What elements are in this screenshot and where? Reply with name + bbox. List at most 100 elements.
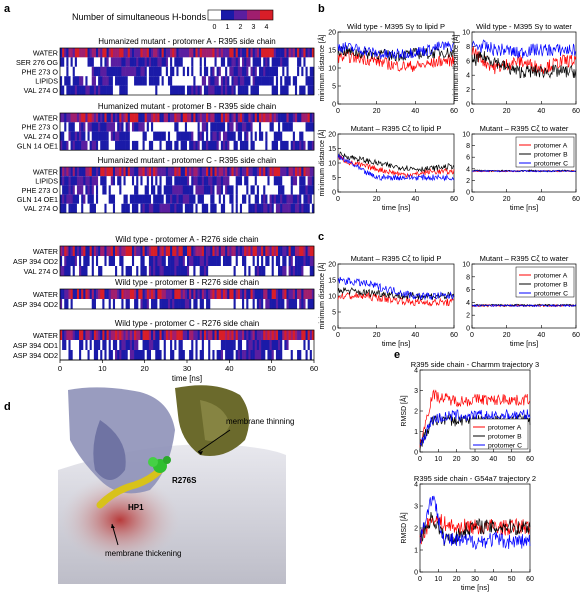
heatmap-cell	[165, 122, 169, 132]
heatmap-cell	[191, 85, 194, 95]
heatmap-cell	[206, 85, 209, 95]
heatmap-cell	[142, 176, 145, 186]
heatmap-cell	[212, 57, 215, 67]
heatmap-cell	[172, 185, 175, 195]
heatmap-cell	[125, 194, 129, 204]
y-tick-label: 0	[466, 326, 470, 333]
heatmap-cell	[263, 113, 266, 123]
heatmap-cell	[191, 122, 194, 132]
heatmap-cell	[159, 194, 162, 204]
heatmap-cell	[72, 289, 76, 299]
heatmap-cell	[106, 194, 109, 204]
heatmap-cell	[282, 131, 285, 141]
heatmap-cell	[64, 194, 67, 204]
heatmap-cell	[121, 131, 124, 141]
heatmap-cell	[70, 122, 73, 132]
heatmap-cell	[79, 246, 82, 256]
heatmap-cell	[153, 66, 156, 77]
heatmap-cell	[216, 350, 220, 360]
heatmap-cell	[100, 122, 103, 132]
heatmap-cell	[100, 256, 103, 266]
heatmap-cell	[83, 66, 86, 77]
heatmap-cell	[83, 48, 86, 58]
heatmap-cell	[70, 299, 73, 309]
heatmap-cell	[288, 246, 292, 256]
heatmap-cell	[91, 167, 95, 177]
heatmap-cell	[85, 246, 88, 256]
heatmap-cell	[62, 246, 65, 256]
heatmap-cell	[273, 167, 277, 177]
heatmap-cell	[140, 330, 143, 340]
heatmap-cell	[214, 340, 217, 350]
x-tick-label: 40	[537, 196, 545, 203]
plot-e1: R395 side chain - Charmm trajectory 3012…	[399, 360, 539, 463]
heatmap-cell	[121, 330, 124, 340]
heatmap-cell	[108, 203, 112, 213]
heatmap-cell	[261, 167, 264, 177]
heatmap-cell	[307, 299, 311, 309]
heatmap-cell	[110, 57, 114, 67]
heatmap-cell	[267, 48, 270, 58]
heatmap-cell	[121, 176, 124, 186]
heatmap-cell	[254, 76, 258, 86]
heatmap-cell	[79, 140, 82, 151]
heatmap-cell	[104, 194, 107, 204]
heatmap-cell	[286, 167, 289, 177]
heatmap-cell	[127, 140, 131, 151]
heatmap-cell	[195, 76, 198, 86]
heatmap-cell	[64, 203, 67, 213]
heatmap-cell	[256, 167, 260, 177]
heatmap-cell	[220, 167, 224, 177]
heatmap-cell	[167, 330, 171, 340]
heatmap-cell	[115, 48, 118, 58]
heatmap-cell	[81, 266, 84, 276]
heatmap-cell	[206, 340, 209, 350]
heatmap-cell	[180, 330, 184, 340]
heatmap-cell	[284, 57, 287, 67]
heatmap-cell	[273, 176, 277, 186]
heatmap-cell	[98, 350, 101, 360]
heatmap-title: Wild type - protomer A - R276 side chain	[115, 235, 258, 244]
heatmap-cell	[235, 289, 239, 299]
heatmap-cell	[214, 266, 217, 276]
heatmap-cell	[104, 57, 107, 67]
heatmap-cell	[239, 340, 243, 350]
heatmap-cell	[216, 167, 220, 177]
heatmap-cell	[102, 330, 105, 340]
heatmap-cell	[199, 85, 203, 95]
heatmap-cell	[301, 167, 304, 177]
heatmap-cell	[60, 203, 63, 213]
heatmap-cell	[309, 131, 313, 141]
heatmap-cell	[60, 167, 63, 177]
heatmap-cell	[242, 140, 245, 151]
heatmap-cell	[305, 266, 308, 276]
heatmap-cell	[119, 131, 122, 141]
heatmap-cell	[208, 299, 211, 309]
heatmap-cell	[148, 203, 152, 213]
heatmap-cell	[222, 299, 226, 309]
heatmap-cell	[76, 140, 80, 151]
heatmap-cell	[231, 299, 234, 309]
heatmap-cell	[193, 340, 196, 350]
heatmap-cell	[115, 340, 118, 350]
heatmap-cell	[100, 113, 103, 123]
heatmap-cell	[294, 85, 298, 95]
heatmap-cell	[220, 246, 224, 256]
heatmap-cell	[131, 85, 135, 95]
heatmap-cell	[153, 85, 156, 95]
heatmap-cell	[301, 289, 304, 299]
heatmap-cell	[134, 167, 137, 177]
panel-label-b: b	[318, 3, 325, 15]
heatmap-cell	[199, 122, 203, 132]
heatmap-cell	[182, 289, 186, 299]
heatmap-cell	[237, 299, 241, 309]
heatmap-cell	[246, 113, 249, 123]
heatmap-cell	[151, 299, 154, 309]
heatmap-cell	[159, 167, 162, 177]
heatmap-cell	[161, 131, 165, 141]
heatmap-cell	[282, 176, 285, 186]
heatmap-cell	[68, 266, 71, 276]
heatmap-cell	[66, 113, 69, 123]
heatmap-cell	[81, 122, 84, 132]
heatmap-cell	[288, 131, 292, 141]
